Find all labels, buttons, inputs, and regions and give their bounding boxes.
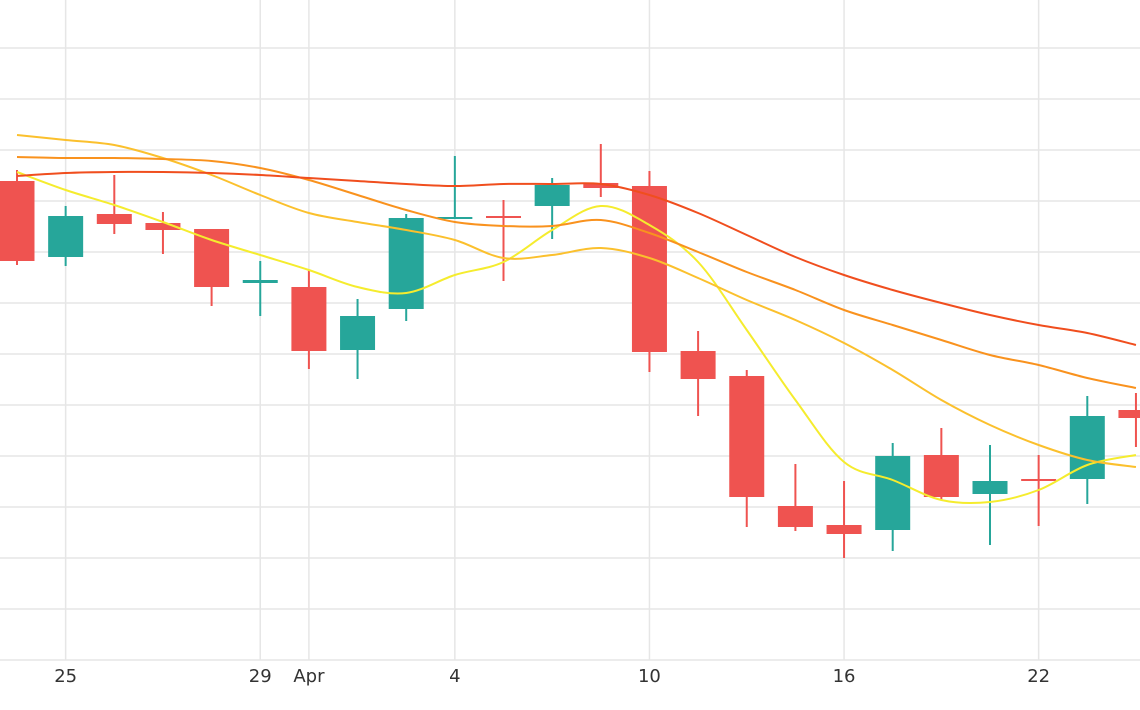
candle-body — [48, 216, 84, 257]
candle-body — [680, 351, 716, 379]
candle-body — [1118, 410, 1140, 418]
candle-body — [875, 456, 911, 530]
x-tick-label: 29 — [249, 666, 272, 687]
candle-body — [729, 376, 765, 497]
candle-body — [534, 185, 570, 206]
candle-body — [145, 223, 181, 230]
candle-body — [340, 316, 376, 350]
candle-body — [583, 183, 619, 188]
x-tick-label: 4 — [449, 666, 460, 687]
candle-body — [972, 481, 1008, 494]
moving-average-line — [16, 170, 1137, 346]
x-tick-label: Apr — [293, 666, 325, 687]
candle-body — [96, 214, 132, 224]
moving-average-line — [16, 171, 1137, 505]
candle-body — [486, 216, 521, 218]
x-tick-label: 10 — [638, 666, 661, 687]
candle-body — [631, 186, 667, 352]
candle-body — [437, 217, 473, 219]
x-tick-label: 25 — [54, 666, 77, 687]
candle-body — [291, 287, 327, 351]
moving-average-line — [16, 156, 1137, 389]
candle-body — [826, 525, 862, 534]
candle-body — [923, 455, 959, 497]
candle-body — [0, 181, 35, 261]
candle-body — [1069, 416, 1105, 479]
x-tick-label: 22 — [1027, 666, 1050, 687]
x-tick-label: 16 — [833, 666, 856, 687]
candle-body — [194, 229, 230, 287]
candle-body — [242, 280, 278, 283]
candle-body — [777, 506, 813, 527]
candle-body — [1021, 479, 1057, 481]
